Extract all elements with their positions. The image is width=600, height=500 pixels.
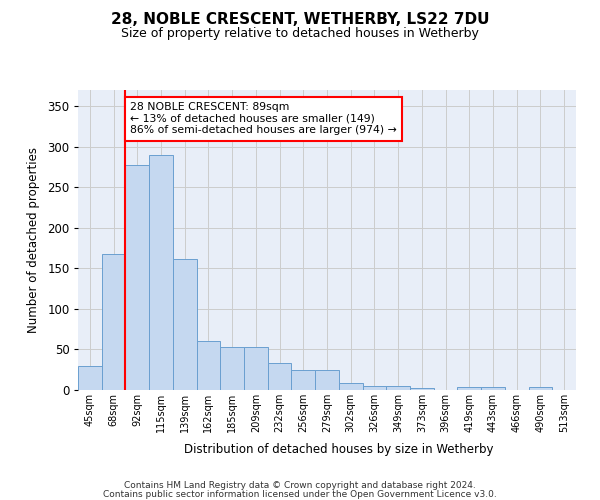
Text: 28 NOBLE CRESCENT: 89sqm
← 13% of detached houses are smaller (149)
86% of semi-: 28 NOBLE CRESCENT: 89sqm ← 13% of detach…	[130, 102, 397, 136]
Bar	[197, 342, 220, 390]
Bar	[362, 386, 386, 390]
Text: 28, NOBLE CRESCENT, WETHERBY, LS22 7DU: 28, NOBLE CRESCENT, WETHERBY, LS22 7DU	[111, 12, 489, 28]
Bar	[125, 166, 149, 390]
Bar	[410, 388, 434, 390]
Bar	[149, 155, 173, 390]
Bar	[102, 254, 125, 390]
Y-axis label: Number of detached properties: Number of detached properties	[28, 147, 40, 333]
Bar	[78, 366, 102, 390]
Bar	[529, 387, 552, 390]
Bar	[244, 347, 268, 390]
Bar	[292, 370, 315, 390]
Bar	[481, 387, 505, 390]
Bar	[220, 347, 244, 390]
Bar	[268, 363, 292, 390]
Bar	[386, 386, 410, 390]
Text: Contains HM Land Registry data © Crown copyright and database right 2024.: Contains HM Land Registry data © Crown c…	[124, 481, 476, 490]
Bar	[315, 370, 339, 390]
Text: Contains public sector information licensed under the Open Government Licence v3: Contains public sector information licen…	[103, 490, 497, 499]
Bar	[173, 258, 197, 390]
Text: Size of property relative to detached houses in Wetherby: Size of property relative to detached ho…	[121, 28, 479, 40]
Bar	[339, 382, 362, 390]
Bar	[457, 387, 481, 390]
Text: Distribution of detached houses by size in Wetherby: Distribution of detached houses by size …	[184, 442, 494, 456]
